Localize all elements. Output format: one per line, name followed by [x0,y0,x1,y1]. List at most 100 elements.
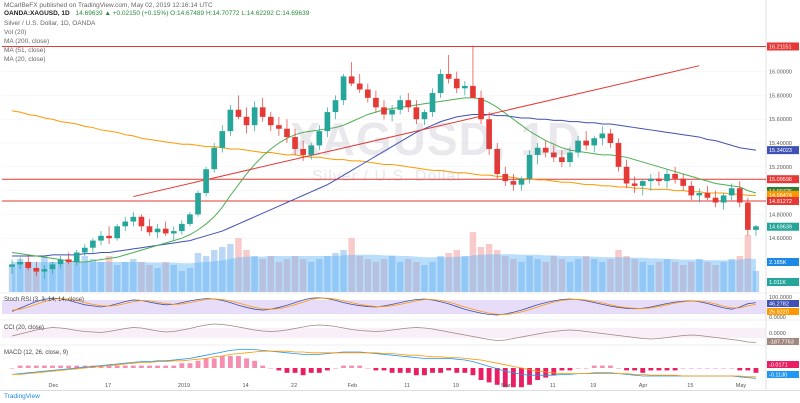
volume-bar [291,256,299,292]
macd-hist-bar [640,368,646,373]
volume-bar [388,256,396,292]
macd-title[interactable]: MACD (12, 26, close, 9) [4,350,69,356]
watermark-symbol: XAGUSD, 1D [290,113,582,165]
macd-hist-bar [535,368,541,380]
volume-bar [679,265,687,292]
volume-bar [526,256,533,292]
tradingview-logo[interactable]: TradingView [4,393,40,400]
volume-bar [275,262,283,292]
volume-bar [251,256,258,292]
x-tick-label: Mar [501,383,511,389]
x-tick-label: 19 [453,383,459,389]
macd-hist-bar [33,365,39,368]
stoch-k-line [11,297,757,316]
price-label-bg [767,146,799,155]
ma200-label[interactable]: MA (200, close) [4,38,50,45]
macd-hist-bar [624,368,630,371]
candle-body [462,85,468,89]
macd-hist-bar [114,365,120,368]
candle-body [413,107,420,120]
macd-hist-bar [203,358,209,368]
vol-label[interactable]: Vol (20) [4,29,27,36]
macd-hist-bar [397,368,403,373]
macd-hist-bar [567,368,573,371]
x-tick-label: 2019 [178,383,190,389]
macd-hist-bar [268,368,274,369]
volume-bar [752,271,760,292]
candle-body [17,262,23,265]
candle-body [664,173,670,182]
price-label-bg [767,175,799,184]
candle-body [267,116,274,126]
macd-hist-bar [430,368,435,373]
price-label: 16.21151 [769,44,792,50]
macd-hist-bar [543,368,549,378]
volume-bar [259,259,266,292]
macd-hist-bar [616,368,621,369]
volume-bar [16,259,24,292]
stoch-rsi-title[interactable]: Stoch RSI (3, 3, 14, 14, close) [4,297,85,303]
macd-hist-bar [672,368,678,371]
candle-body [284,128,290,138]
macd-hist-bar [276,368,282,371]
x-tick-label: 11 [404,383,410,389]
x-tick-label: 15 [687,383,693,389]
volume-label: 2.185K [769,260,787,266]
macd-hist-bar [252,360,258,368]
macd-hist-bar [227,356,233,368]
candle-body [728,188,735,196]
macd-hist-bar [41,365,47,368]
candle-body [688,185,695,196]
volume-bar [146,265,153,292]
macd-hist-bar [333,368,338,369]
candle-body [470,85,476,98]
volume-bar [105,256,113,292]
volume-bar [316,259,323,292]
macd-hist-bar [599,365,605,368]
candle-body [745,202,751,230]
candle-body [243,116,250,126]
volume-bar [712,265,719,292]
candle-body [251,107,258,126]
candle-body [429,93,436,113]
cci-band [2,328,766,338]
candle-body [534,147,541,155]
symbol-text[interactable]: OANDA:XAGUSD, 1D [4,10,70,17]
candle-body [25,262,32,268]
macd-hist-bar [494,368,500,385]
volume-bar [696,259,703,292]
candle-body [567,152,573,163]
volume-bar [122,262,129,292]
candle-body [736,188,743,203]
volume-bar [704,262,711,292]
macd-hist-bar [713,368,718,369]
candle-body [203,169,209,193]
x-tick-label: 14 [243,383,249,389]
ma51-label[interactable]: MA (51, close) [4,47,46,54]
volume-bar [332,253,339,292]
candle-body [259,107,266,117]
macd-hist-bar [9,368,15,369]
cci-title[interactable]: CCI (20, close) [4,325,45,331]
macd-hist-bar [163,365,169,368]
candle-body [98,235,104,241]
macd-hist-bar [721,368,727,369]
ohlc-text: 14.69639 ▲ +0.02150 (+0.15%) O:14.67489 … [75,10,310,17]
macd-hist-bar [195,360,201,368]
candle-body [65,259,72,262]
volume-bar [113,265,121,292]
volume-label-bg [767,278,799,286]
macd-hist-bar [648,368,654,371]
price-label-bg [767,42,799,51]
volume-bar [202,256,210,292]
macd-hist-bar [25,365,31,368]
ma51-line [12,113,757,257]
candle-body [550,152,557,158]
macd-hist-bar [510,368,516,388]
volume-bar [57,265,64,292]
volume-label: 1.011K [769,280,786,286]
macd-hist-bar [260,365,266,368]
ma20-label[interactable]: MA (20, close) [4,56,46,63]
macd-hist-bar [656,368,662,371]
macd-hist-bar [324,368,330,371]
